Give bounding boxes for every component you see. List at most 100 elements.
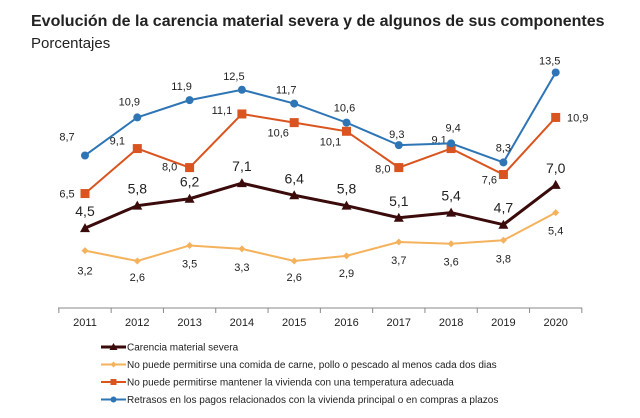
data-label: 8,3 <box>496 142 511 154</box>
data-label: 2,9 <box>339 268 354 280</box>
data-label: 6,4 <box>284 170 304 186</box>
data-label: 3,2 <box>77 266 92 278</box>
x-tick-label: 2017 <box>387 317 411 329</box>
data-point-circle <box>499 158 508 167</box>
data-label: 8,0 <box>375 164 390 176</box>
data-label: 5,4 <box>441 188 461 204</box>
data-point-triangle <box>184 193 195 203</box>
data-label: 4,7 <box>494 200 514 216</box>
data-label: 2,6 <box>287 272 302 284</box>
series-line <box>84 181 557 230</box>
series-line <box>84 71 557 164</box>
data-point-circle <box>237 85 246 94</box>
data-label: 5,4 <box>548 226 563 238</box>
data-label: 5,8 <box>128 181 148 197</box>
data-point-triangle <box>289 190 300 200</box>
data-point-square <box>132 144 142 154</box>
x-tick-label: 2020 <box>543 317 567 329</box>
data-label: 10,6 <box>267 128 288 140</box>
x-tick-label: 2016 <box>334 317 358 329</box>
legend-marker <box>110 379 117 385</box>
data-label: 13,5 <box>539 55 560 67</box>
x-tick-label: 2011 <box>73 317 97 329</box>
data-point-circle <box>290 99 299 108</box>
data-point-square <box>185 163 195 173</box>
legend-label: Carencia material severa <box>127 343 239 354</box>
data-point-triangle <box>132 200 143 210</box>
data-label: 12,5 <box>223 71 244 83</box>
data-point-triangle <box>236 178 247 188</box>
data-point-diamond <box>186 241 194 249</box>
data-label: 2,6 <box>130 272 145 284</box>
data-point-circle <box>342 118 351 127</box>
data-point-triangle <box>550 179 561 189</box>
series-square: 6,59,18,011,110,610,18,09,17,610,9 <box>59 105 588 201</box>
data-label: 11,7 <box>276 85 297 97</box>
legend-item: No puede permitirse una comida de carne,… <box>101 360 497 371</box>
legend-item: Carencia material severa <box>101 343 239 354</box>
data-point-triangle <box>341 200 352 210</box>
data-point-circle <box>185 96 194 105</box>
series-line <box>84 112 557 195</box>
legend-label: No puede permitirse mantener la vivienda… <box>127 378 454 389</box>
data-point-diamond <box>238 245 246 253</box>
data-point-triangle <box>446 207 457 217</box>
legend-label: Retrasos en los pagos relacionados con l… <box>127 395 498 406</box>
data-point-diamond <box>552 209 560 217</box>
data-label: 7,6 <box>482 175 497 187</box>
data-point-triangle <box>498 219 509 229</box>
data-label: 9,3 <box>389 129 404 141</box>
data-point-square <box>394 163 404 173</box>
data-point-diamond <box>343 252 350 260</box>
series-triangle: 4,5 5,8 6,2 7,1 6,4 5,8 5,1 5,4 4,7 7,0 <box>75 158 566 233</box>
data-label: 7,0 <box>546 160 566 176</box>
x-tick-label: 2013 <box>177 317 201 329</box>
data-point-square <box>289 118 299 128</box>
data-point-circle <box>447 139 456 148</box>
data-point-diamond <box>290 257 298 265</box>
legend-item: No puede permitirse mantener la vivienda… <box>101 378 454 389</box>
data-label: 5,8 <box>337 181 357 197</box>
data-label: 7,1 <box>232 158 252 174</box>
data-point-square <box>237 109 247 119</box>
x-tick-label: 2012 <box>125 317 149 329</box>
data-label: 8,0 <box>162 162 177 174</box>
data-point-circle <box>394 141 403 150</box>
data-point-square <box>498 170 508 180</box>
data-point-square <box>80 189 90 199</box>
data-point-square <box>342 126 351 136</box>
data-label: 11,1 <box>212 105 233 117</box>
x-tick-label: 2018 <box>439 317 463 329</box>
data-point-diamond <box>499 236 507 244</box>
data-label: 10,9 <box>567 112 588 124</box>
x-tick-label: 2014 <box>230 317 254 329</box>
data-point-diamond <box>81 247 89 255</box>
data-label: 4,5 <box>75 203 95 219</box>
series-line <box>84 211 557 263</box>
data-point-square <box>551 112 561 122</box>
legend-marker <box>109 343 118 350</box>
data-point-triangle <box>393 212 404 222</box>
x-tick-label: 2019 <box>491 317 515 329</box>
data-label: 5,1 <box>389 193 409 209</box>
data-label: 9,1 <box>110 136 125 148</box>
series-circle: 8,7 10,9 11,9 12,5 11,7 10,6 9,3 9,4 8,3 13,5 <box>59 55 560 167</box>
data-label: 10,1 <box>320 136 341 148</box>
series-diamond: 3,2 2,6 3,5 3,3 2,6 2,9 3,7 3,6 3,8 5,4 <box>77 209 563 284</box>
data-label: 9,4 <box>445 122 460 134</box>
legend-marker <box>110 361 117 368</box>
data-label: 10,6 <box>334 103 355 115</box>
data-point-triangle <box>80 223 90 233</box>
data-point-square <box>446 144 456 154</box>
data-point-circle <box>81 151 89 160</box>
data-point-diamond <box>447 240 455 248</box>
data-label: 8,7 <box>59 131 74 143</box>
data-label: 10,9 <box>119 96 140 108</box>
data-label: 3,5 <box>182 258 197 270</box>
x-tick-label: 2015 <box>282 317 306 329</box>
data-label: 6,5 <box>59 189 74 201</box>
legend-label: No puede permitirse una comida de carne,… <box>127 360 497 371</box>
legend-marker <box>110 396 117 403</box>
chart-subtitle: Porcentajes <box>31 35 111 52</box>
